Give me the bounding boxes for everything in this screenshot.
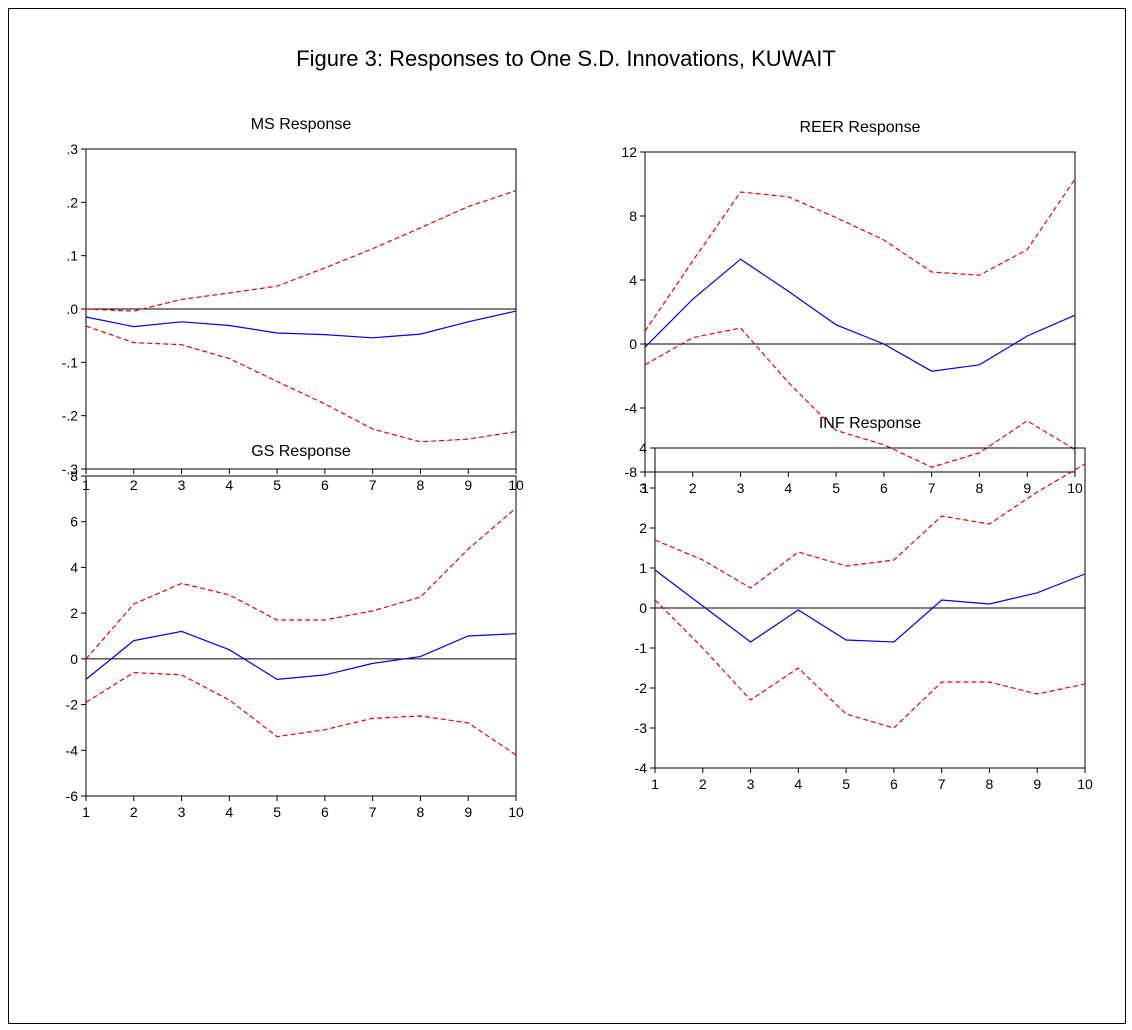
- ms-x-tick-label: 8: [417, 477, 425, 493]
- ms-response-line: [85, 310, 517, 339]
- gs-x-tick-label: 3: [178, 804, 186, 820]
- inf-y-tick-label: -3: [635, 720, 648, 736]
- inf-y-tick-label: 1: [639, 560, 647, 576]
- reer-x-tick-label: 4: [784, 480, 792, 496]
- inf-lower-band-line: [654, 599, 1086, 729]
- ms-y-tick-label: .1: [66, 248, 78, 264]
- ms-y-tick-label: .0: [66, 301, 78, 317]
- gs-y-tick-label: 0: [70, 651, 78, 667]
- inf-y-tick-label: -1: [635, 640, 648, 656]
- ms-chart-title: MS Response: [251, 116, 352, 133]
- ms-upper-band-line: [85, 190, 517, 312]
- inf-y-tick-label: 4: [639, 440, 647, 456]
- gs-chart-title: GS Response: [251, 443, 351, 460]
- inf-y-tick-label: 3: [639, 480, 647, 496]
- inf-x-tick-label: 9: [1033, 776, 1041, 792]
- ms-x-tick-label: 2: [130, 477, 138, 493]
- reer-y-tick-label: -4: [625, 400, 638, 416]
- ms-y-tick-label: -.1: [62, 354, 79, 370]
- ms-x-tick-label: 5: [273, 477, 281, 493]
- reer-x-tick-label: 1: [641, 480, 649, 496]
- gs-x-tick-label: 8: [417, 804, 425, 820]
- gs-x-tick-label: 5: [273, 804, 281, 820]
- reer-y-tick-label: 4: [629, 272, 637, 288]
- reer-x-tick-label: 10: [1067, 480, 1083, 496]
- ms-x-tick-label: 6: [321, 477, 329, 493]
- ms-y-tick-label: .2: [66, 194, 78, 210]
- gs-x-tick-label: 1: [82, 804, 90, 820]
- ms-x-tick-label: 9: [464, 477, 472, 493]
- inf-x-tick-label: 5: [842, 776, 850, 792]
- inf-chart-title: INF Response: [819, 415, 921, 432]
- inf-response-line: [654, 569, 1086, 643]
- gs-x-tick-label: 2: [130, 804, 138, 820]
- ms-y-tick-label: -.3: [62, 461, 79, 477]
- ms-y-tick-label: -.2: [62, 408, 79, 424]
- gs-y-tick-label: 6: [70, 514, 78, 530]
- inf-response-chart: INF Response -4 -3 -2 -1 0 1 2 3 4 1 2 3 4 5 6 7 8 9 10: [635, 415, 1093, 792]
- inf-x-tick-label: 6: [890, 776, 898, 792]
- reer-x-tick-label: 3: [737, 480, 745, 496]
- ms-x-tick-label: 7: [369, 477, 377, 493]
- figure-title: Figure 3: Responses to One S.D. Innovati…: [296, 46, 836, 71]
- gs-y-tick-label: 2: [70, 605, 78, 621]
- reer-x-tick-label: 7: [928, 480, 936, 496]
- inf-x-tick-label: 2: [699, 776, 707, 792]
- reer-x-tick-label: 5: [832, 480, 840, 496]
- reer-x-tick-label: 9: [1023, 480, 1031, 496]
- inf-x-tick-label: 3: [747, 776, 755, 792]
- inf-x-tick-label: 4: [794, 776, 802, 792]
- ms-response-chart: MS Response-.3-.2-.1.0.1.2.31 2 3 4 5 6 7 8 9 10: [62, 116, 524, 493]
- inf-y-tick-label: -2: [635, 680, 648, 696]
- gs-y-tick-label: 4: [70, 559, 78, 575]
- gs-x-tick-label: 6: [321, 804, 329, 820]
- reer-y-tick-label: -8: [625, 464, 638, 480]
- gs-plot-frame: [85, 475, 517, 797]
- reer-y-tick-label: 8: [629, 208, 637, 224]
- reer-x-tick-label: 6: [880, 480, 888, 496]
- inf-x-tick-label: 1: [651, 776, 659, 792]
- reer-plot-frame: [644, 151, 1076, 473]
- reer-chart-title: REER Response: [800, 119, 921, 136]
- reer-y-tick-label: 12: [621, 144, 637, 160]
- reer-y-tick-label: 0: [629, 336, 637, 352]
- gs-y-tick-label: -4: [66, 742, 79, 758]
- ms-x-tick-label: 3: [178, 477, 186, 493]
- inf-x-tick-label: 10: [1077, 776, 1093, 792]
- gs-x-tick-label: 7: [369, 804, 377, 820]
- ms-x-tick-label: 4: [225, 477, 233, 493]
- gs-y-tick-label: -6: [66, 788, 79, 804]
- figure-frame: [8, 8, 1126, 1024]
- reer-x-tick-label: 8: [976, 480, 984, 496]
- gs-upper-band-line: [85, 507, 517, 660]
- gs-lower-band-line: [85, 671, 517, 756]
- reer-x-tick-label: 2: [689, 480, 697, 496]
- inf-y-tick-label: -4: [635, 760, 648, 776]
- gs-x-tick-label: 4: [225, 804, 233, 820]
- inf-x-tick-label: 7: [938, 776, 946, 792]
- gs-x-tick-label: 9: [464, 804, 472, 820]
- inf-upper-band-line: [654, 463, 1086, 589]
- reer-response-line: [644, 258, 1076, 372]
- gs-y-tick-label: 8: [70, 468, 78, 484]
- ms-y-tick-label: .3: [66, 141, 78, 157]
- reer-upper-band-line: [644, 178, 1076, 332]
- ms-lower-band-line: [85, 325, 517, 443]
- inf-x-tick-label: 8: [986, 776, 994, 792]
- inf-y-tick-label: 2: [639, 520, 647, 536]
- reer-lower-band-line: [644, 327, 1076, 468]
- inf-y-tick-label: 0: [639, 600, 647, 616]
- gs-y-tick-label: -2: [66, 697, 79, 713]
- gs-x-tick-label: 10: [508, 804, 524, 820]
- gs-response-chart: GS Response -6 -4 -2 0 2 4 6 8 1 2 3 4 5 6 7 8 9 10: [66, 443, 524, 820]
- gs-response-line: [85, 630, 517, 681]
